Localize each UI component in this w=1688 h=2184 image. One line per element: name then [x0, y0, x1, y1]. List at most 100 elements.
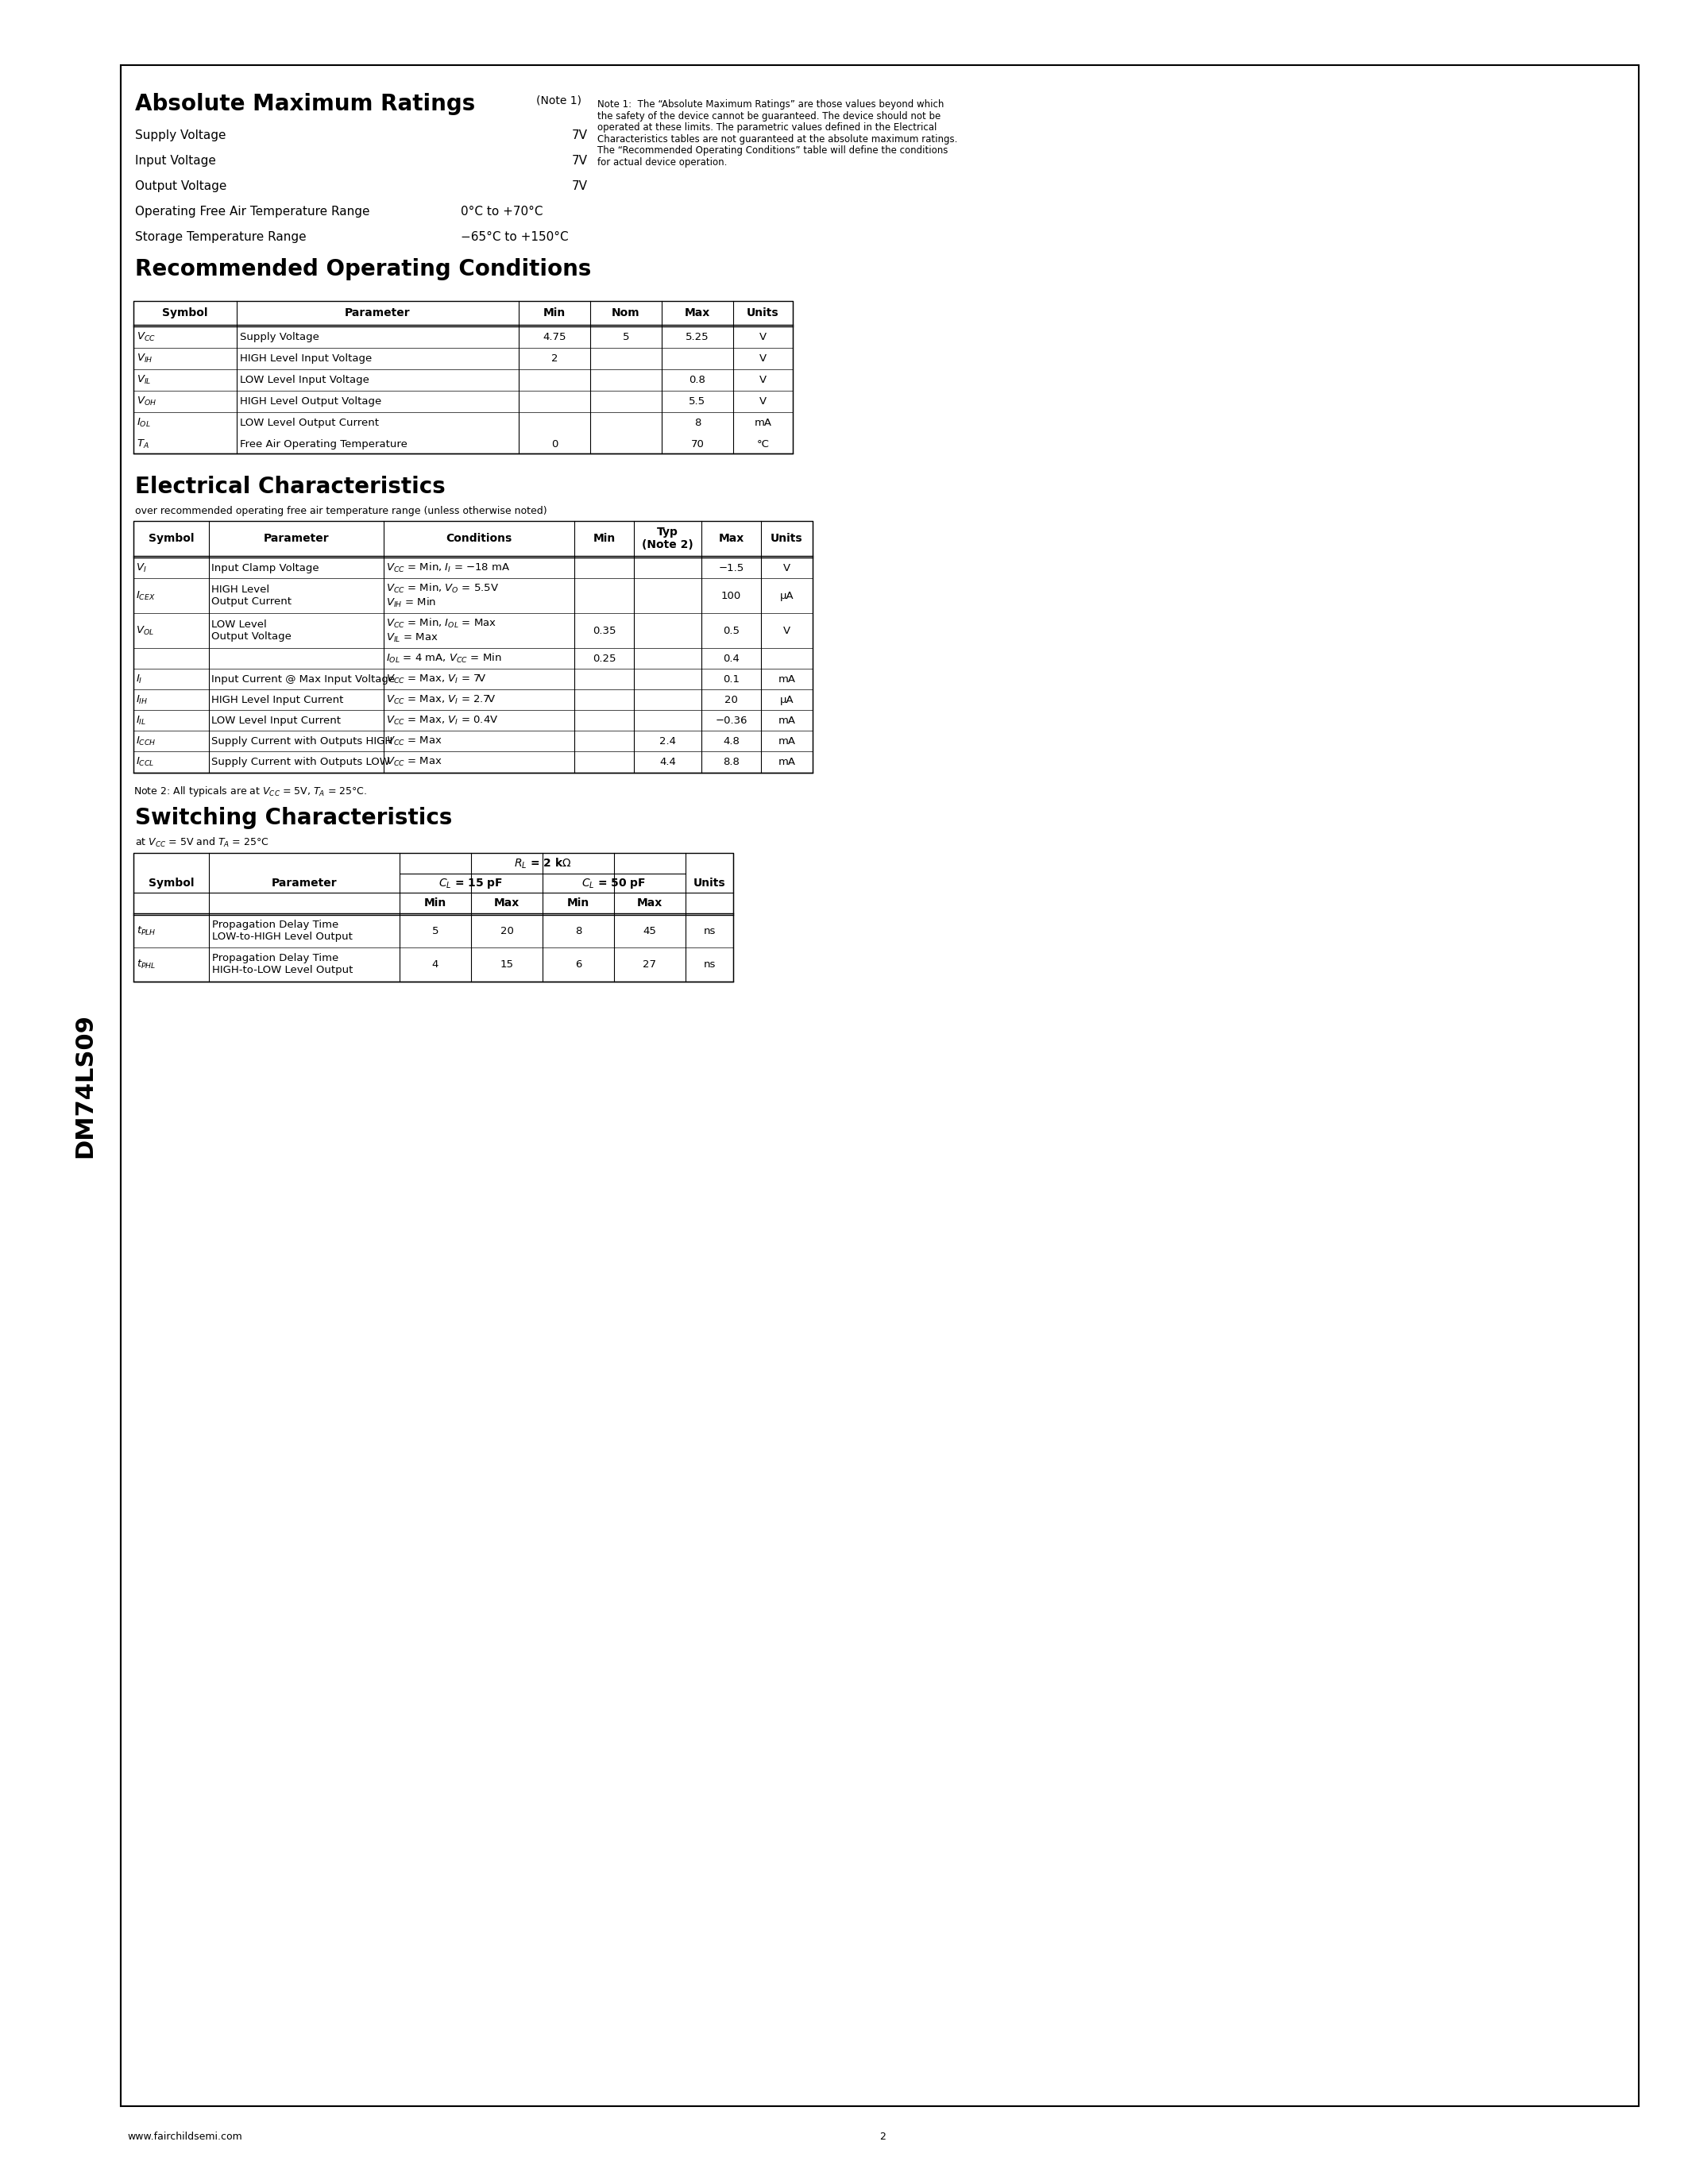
Text: Input Clamp Voltage: Input Clamp Voltage	[211, 563, 319, 572]
Text: V: V	[760, 376, 766, 384]
Text: $t_{PHL}$: $t_{PHL}$	[137, 959, 155, 970]
Text: Propagation Delay Time
LOW-to-HIGH Level Output: Propagation Delay Time LOW-to-HIGH Level…	[213, 919, 353, 941]
Text: −65°C to +150°C: −65°C to +150°C	[461, 232, 569, 242]
Bar	[133, 522, 812, 773]
Text: Recommended Operating Conditions: Recommended Operating Conditions	[135, 258, 591, 280]
Text: 4: 4	[432, 959, 439, 970]
Text: 20: 20	[500, 926, 513, 937]
Text: Input Current @ Max Input Voltage: Input Current @ Max Input Voltage	[211, 675, 395, 684]
Text: $I_{CEX}$: $I_{CEX}$	[135, 590, 155, 601]
Text: Electrical Characteristics: Electrical Characteristics	[135, 476, 446, 498]
Text: $C_L$ = 15 pF: $C_L$ = 15 pF	[439, 876, 503, 889]
Text: 8: 8	[694, 417, 701, 428]
Text: LOW Level
Output Voltage: LOW Level Output Voltage	[211, 620, 292, 642]
Text: LOW Level Input Current: LOW Level Input Current	[211, 714, 341, 725]
Text: $I_I$: $I_I$	[135, 673, 142, 686]
Text: 7V: 7V	[572, 155, 587, 166]
Text: −0.36: −0.36	[716, 714, 748, 725]
Text: 5: 5	[432, 926, 439, 937]
Text: operated at these limits. The parametric values defined in the Electrical: operated at these limits. The parametric…	[598, 122, 937, 133]
Text: 0: 0	[550, 439, 557, 450]
Text: Supply Voltage: Supply Voltage	[240, 332, 319, 343]
Text: $V_{CC}$ = Max, $V_I$ = 7V: $V_{CC}$ = Max, $V_I$ = 7V	[387, 673, 486, 686]
Text: Units: Units	[746, 308, 780, 319]
Text: The “Recommended Operating Conditions” table will define the conditions: The “Recommended Operating Conditions” t…	[598, 146, 949, 155]
Text: 27: 27	[643, 959, 657, 970]
Text: $V_{CC}$ = Max: $V_{CC}$ = Max	[387, 756, 442, 767]
Text: 0.25: 0.25	[592, 653, 616, 664]
Text: Operating Free Air Temperature Range: Operating Free Air Temperature Range	[135, 205, 370, 218]
Text: $V_{CC}$ = Min, $V_O$ = 5.5V
$V_{IH}$ = Min: $V_{CC}$ = Min, $V_O$ = 5.5V $V_{IH}$ = …	[387, 581, 500, 609]
Text: HIGH Level
Output Current: HIGH Level Output Current	[211, 585, 292, 607]
Text: $I_{IH}$: $I_{IH}$	[135, 695, 149, 705]
Bar	[133, 854, 733, 981]
Text: Units: Units	[771, 533, 803, 544]
Text: 4.75: 4.75	[544, 332, 565, 343]
Text: $V_{IH}$: $V_{IH}$	[137, 352, 154, 365]
Text: Max: Max	[495, 898, 520, 909]
Text: $V_{CC}$ = Max: $V_{CC}$ = Max	[387, 736, 442, 747]
Text: 4.8: 4.8	[722, 736, 739, 747]
Text: (Note 1): (Note 1)	[537, 94, 581, 105]
Text: Conditions: Conditions	[446, 533, 511, 544]
Text: Max: Max	[685, 308, 711, 319]
Text: μA: μA	[780, 695, 793, 705]
Text: μA: μA	[780, 590, 793, 601]
Text: Symbol: Symbol	[162, 308, 208, 319]
Text: −1.5: −1.5	[719, 563, 744, 572]
Text: 0.1: 0.1	[722, 675, 739, 684]
Text: $V_{CC}$ = Min, $I_I$ = −18 mA: $V_{CC}$ = Min, $I_I$ = −18 mA	[387, 561, 510, 574]
Text: V: V	[760, 395, 766, 406]
Text: HIGH Level Input Current: HIGH Level Input Current	[211, 695, 343, 705]
Text: Parameter: Parameter	[272, 878, 338, 889]
Text: Note 1:  The “Absolute Maximum Ratings” are those values beyond which: Note 1: The “Absolute Maximum Ratings” a…	[598, 98, 944, 109]
Text: Input Voltage: Input Voltage	[135, 155, 216, 166]
Text: $C_L$ = 50 pF: $C_L$ = 50 pF	[582, 876, 647, 889]
Text: mA: mA	[778, 736, 795, 747]
Text: Output Voltage: Output Voltage	[135, 181, 226, 192]
Text: 6: 6	[576, 959, 582, 970]
Text: Max: Max	[719, 533, 744, 544]
Text: at $V_{CC}$ = 5V and $T_A$ = 25°C: at $V_{CC}$ = 5V and $T_A$ = 25°C	[135, 836, 268, 850]
Text: for actual device operation.: for actual device operation.	[598, 157, 728, 168]
Text: mA: mA	[778, 675, 795, 684]
Text: over recommended operating free air temperature range (unless otherwise noted): over recommended operating free air temp…	[135, 507, 547, 515]
Text: 0.5: 0.5	[722, 625, 739, 636]
Text: 5.5: 5.5	[689, 395, 706, 406]
Text: $I_{CCL}$: $I_{CCL}$	[135, 756, 155, 767]
Text: 45: 45	[643, 926, 657, 937]
Text: 0.4: 0.4	[722, 653, 739, 664]
Bar	[122, 66, 1639, 2105]
Text: $V_{OH}$: $V_{OH}$	[137, 395, 157, 408]
Text: Parameter: Parameter	[263, 533, 329, 544]
Text: 0°C to +70°C: 0°C to +70°C	[461, 205, 544, 218]
Text: mA: mA	[778, 756, 795, 767]
Text: 5: 5	[623, 332, 630, 343]
Text: Units: Units	[694, 878, 726, 889]
Text: the safety of the device cannot be guaranteed. The device should not be: the safety of the device cannot be guara…	[598, 111, 940, 120]
Text: Absolute Maximum Ratings: Absolute Maximum Ratings	[135, 94, 476, 116]
Text: mA: mA	[755, 417, 771, 428]
Text: 2: 2	[550, 354, 557, 365]
Text: Note 2: All typicals are at $V_{CC}$ = 5V, $T_A$ = 25°C.: Note 2: All typicals are at $V_{CC}$ = 5…	[133, 784, 368, 797]
Text: DM74LS09: DM74LS09	[74, 1013, 96, 1158]
Text: V: V	[783, 625, 790, 636]
Text: $I_{IL}$: $I_{IL}$	[135, 714, 147, 727]
Text: 8.8: 8.8	[722, 756, 739, 767]
Text: mA: mA	[778, 714, 795, 725]
Bar	[133, 301, 793, 454]
Text: Min: Min	[592, 533, 616, 544]
Text: Typ
(Note 2): Typ (Note 2)	[641, 526, 694, 550]
Text: ns: ns	[704, 959, 716, 970]
Text: Storage Temperature Range: Storage Temperature Range	[135, 232, 306, 242]
Text: $I_{OL}$: $I_{OL}$	[137, 417, 150, 428]
Text: 4.4: 4.4	[660, 756, 675, 767]
Text: HIGH Level Input Voltage: HIGH Level Input Voltage	[240, 354, 371, 365]
Text: 100: 100	[721, 590, 741, 601]
Text: $t_{PLH}$: $t_{PLH}$	[137, 924, 157, 937]
Text: 8: 8	[576, 926, 582, 937]
Text: Symbol: Symbol	[149, 878, 194, 889]
Text: 70: 70	[690, 439, 704, 450]
Text: $R_L$ = 2 k$\Omega$: $R_L$ = 2 k$\Omega$	[513, 856, 571, 869]
Text: $V_{CC}$: $V_{CC}$	[137, 332, 155, 343]
